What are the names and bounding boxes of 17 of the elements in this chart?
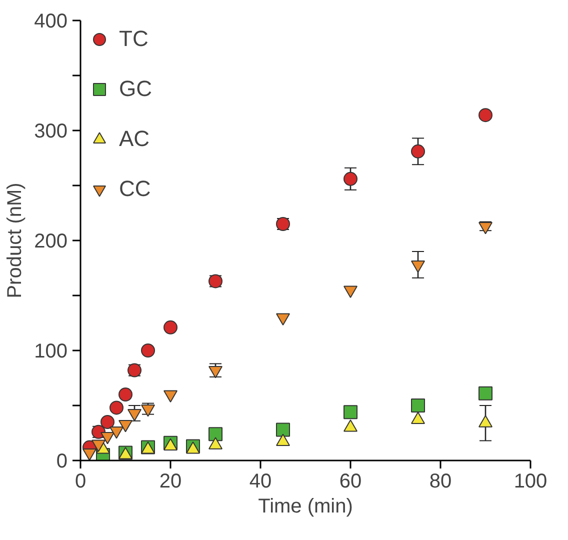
x-axis-title: Time (min) xyxy=(258,496,353,518)
y-axis-title: Product (nM) xyxy=(4,182,26,298)
y-tick-label: 300 xyxy=(34,120,68,142)
y-tick-label: 0 xyxy=(56,450,68,472)
x-tick-label: 80 xyxy=(429,470,452,492)
x-tick-label: 60 xyxy=(339,470,362,492)
x-tick-label: 0 xyxy=(74,470,86,492)
legend-label: TC xyxy=(119,26,148,52)
y-tick-label: 400 xyxy=(34,10,68,32)
x-tick-label: 40 xyxy=(249,470,272,492)
y-tick-label: 200 xyxy=(34,230,68,252)
x-tick-label: 20 xyxy=(159,470,182,492)
x-tick-label: 100 xyxy=(514,470,548,492)
y-tick-label: 100 xyxy=(34,340,68,362)
legend-label: GC xyxy=(119,76,152,102)
legend-label: CC xyxy=(119,176,151,202)
legend-label: AC xyxy=(119,126,150,152)
